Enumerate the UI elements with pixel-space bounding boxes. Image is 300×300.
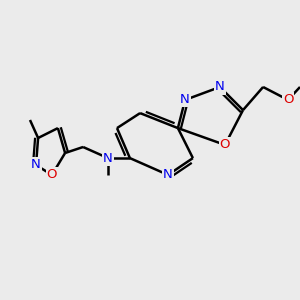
Text: O: O	[47, 168, 57, 182]
Text: O: O	[220, 138, 230, 152]
Text: N: N	[215, 80, 225, 94]
Text: N: N	[180, 93, 190, 106]
Text: N: N	[31, 158, 41, 172]
Text: N: N	[103, 152, 113, 165]
Text: N: N	[163, 168, 173, 182]
Text: O: O	[283, 93, 293, 106]
